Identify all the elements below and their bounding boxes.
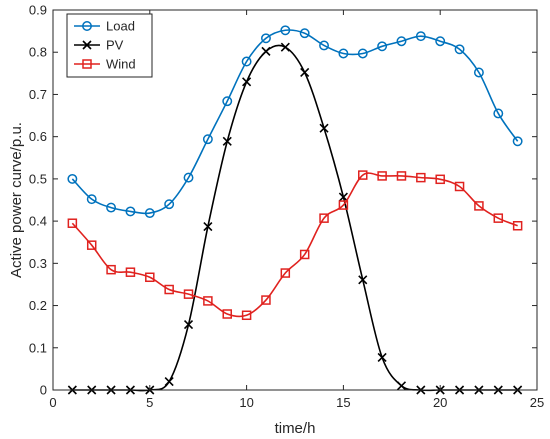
x-tick-label: 25 <box>530 395 544 410</box>
legend-label-wind: Wind <box>106 57 136 72</box>
data-point-wind <box>377 171 387 181</box>
axes-box <box>52 9 538 391</box>
data-point-load <box>357 48 368 59</box>
data-point-load <box>222 96 233 107</box>
data-point-pv <box>280 42 290 52</box>
legend-item-load: Load <box>74 19 135 34</box>
data-point-wind <box>106 264 116 275</box>
data-point-wind <box>86 240 97 250</box>
data-point-load <box>435 36 446 47</box>
data-point-wind <box>396 171 407 181</box>
data-point-pv <box>242 77 252 87</box>
x-axis-title: time/h <box>275 420 316 437</box>
data-point-load <box>280 25 291 36</box>
data-point-pv <box>183 319 194 330</box>
data-point-wind <box>183 289 194 299</box>
legend-item-pv: PV <box>74 38 124 53</box>
data-point-pv <box>319 123 329 133</box>
data-point-pv <box>222 136 232 146</box>
data-point-load <box>299 28 310 39</box>
data-point-wind <box>493 213 504 223</box>
y-tick-label: 0.3 <box>29 256 47 271</box>
legend-label-pv: PV <box>106 38 124 53</box>
data-point-pv <box>300 67 310 78</box>
data-point-wind <box>222 309 232 319</box>
data-point-load <box>164 199 175 210</box>
data-point-wind <box>435 174 445 185</box>
x-tick-label: 20 <box>433 395 447 410</box>
data-point-load <box>415 31 426 42</box>
y-axis-title: Active power curve/p.u. <box>8 122 25 278</box>
data-point-load <box>377 41 388 52</box>
data-point-pv <box>261 46 271 56</box>
data-point-pv <box>377 352 387 363</box>
data-point-wind <box>203 296 213 306</box>
data-point-load <box>144 208 155 219</box>
data-point-load <box>493 108 504 119</box>
y-tick-label: 0.1 <box>29 340 47 355</box>
legend-marker-wind <box>82 59 92 69</box>
data-point-wind <box>280 268 291 278</box>
data-point-pv <box>396 381 407 391</box>
data-point-wind <box>299 249 310 260</box>
data-point-pv <box>358 275 368 285</box>
data-point-wind <box>338 200 349 210</box>
data-point-load <box>319 40 329 51</box>
data-point-pv <box>338 192 348 202</box>
axes: 0 5 10 15 20 25 0 0.1 0.2 0.3 0.4 0.5 0.6 0.7 0.8 0.9 <box>29 3 544 411</box>
legend-label-load: Load <box>106 19 135 34</box>
y-tick-label: 0.9 <box>29 3 47 18</box>
series-line-wind <box>71 172 518 318</box>
data-point-pv <box>164 376 174 387</box>
data-point-wind <box>145 272 155 283</box>
x-tick-label: 10 <box>239 395 253 410</box>
x-tick-label: 0 <box>49 395 56 410</box>
data-point-wind <box>164 284 174 295</box>
legend-marker-pv <box>82 40 92 50</box>
data-point-load <box>396 36 407 47</box>
data-point-load <box>202 134 213 145</box>
y-tick-label: 0.8 <box>29 45 47 60</box>
data-point-wind <box>319 213 329 223</box>
data-point-load <box>454 44 465 55</box>
y-tick-label: 0.6 <box>29 129 47 144</box>
y-tick-label: 0.5 <box>29 171 47 186</box>
y-tick-label: 0.7 <box>29 87 47 102</box>
series-load <box>67 25 523 219</box>
data-point-wind <box>512 221 523 231</box>
data-point-wind <box>67 218 78 228</box>
data-point-load <box>512 136 523 147</box>
y-tick-label: 0 <box>40 383 47 398</box>
data-point-wind <box>416 172 426 183</box>
data-point-load <box>261 33 271 44</box>
data-point-load <box>338 48 349 59</box>
series-line-load <box>71 29 519 215</box>
y-tick-label: 0.2 <box>29 298 47 313</box>
x-tick-label: 15 <box>336 395 350 410</box>
data-point-load <box>67 173 78 184</box>
data-point-pv <box>203 222 213 232</box>
legend-marker-load <box>82 21 92 31</box>
data-point-wind <box>125 267 136 277</box>
data-point-wind <box>454 181 465 192</box>
y-tick-label: 0.4 <box>29 214 47 229</box>
data-point-wind <box>241 310 252 321</box>
legend: Load PV Wind <box>66 13 153 78</box>
legend-item-wind: Wind <box>74 57 136 72</box>
data-point-wind <box>261 295 271 305</box>
x-tick-label: 5 <box>146 395 153 410</box>
data-point-load <box>183 172 194 183</box>
series-wind <box>67 170 523 321</box>
data-point-wind <box>358 170 368 180</box>
data-point-load <box>473 67 484 78</box>
data-point-load <box>125 206 136 217</box>
data-point-wind <box>474 201 484 211</box>
data-point-load <box>241 56 252 67</box>
data-point-load <box>106 202 117 213</box>
data-point-load <box>86 194 97 205</box>
